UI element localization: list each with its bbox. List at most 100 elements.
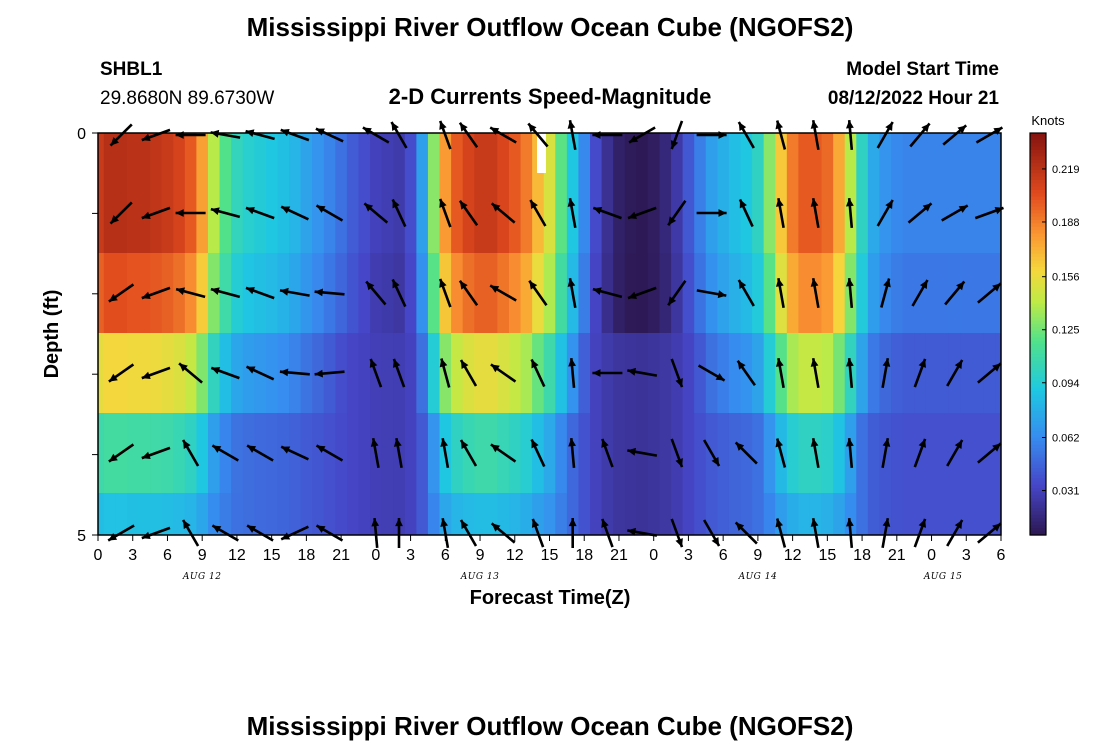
current-vector-head [992, 283, 1001, 292]
current-vector-head [992, 363, 1001, 372]
heatmap-cell [358, 173, 371, 253]
current-vector-head [846, 198, 854, 207]
heatmap-cell [358, 333, 371, 413]
colorbar-swatch [1030, 173, 1046, 178]
colorbar-swatch [1030, 390, 1046, 395]
heatmap-cell [231, 133, 244, 173]
heatmap-cell [242, 413, 255, 493]
heatmap-cell [682, 413, 695, 493]
heatmap-cell [717, 493, 730, 535]
heatmap-cell [98, 493, 105, 535]
colorbar-swatch [1030, 166, 1046, 171]
colorbar-swatch [1030, 230, 1046, 235]
colorbar-swatch [1030, 236, 1046, 241]
colorbar-swatch [1030, 300, 1046, 305]
colorbar-swatch [1030, 307, 1046, 312]
heatmap-cell [752, 493, 765, 535]
heatmap-cell [740, 133, 753, 173]
x-tick-label: 12 [784, 547, 802, 564]
current-vector-head [738, 122, 747, 131]
heatmap-cell [925, 413, 938, 493]
colorbar-swatch [1030, 287, 1046, 292]
current-vector-head [315, 128, 325, 136]
heatmap-cell [555, 413, 568, 493]
heatmap-cell [346, 413, 360, 493]
heatmap-cell [289, 133, 302, 173]
current-vector-head [179, 363, 188, 372]
current-vector-head [212, 525, 222, 533]
heatmap-cell [717, 333, 730, 413]
heatmap-cell [960, 133, 973, 173]
heatmap-cell [543, 253, 556, 333]
heatmap-cell [647, 173, 661, 253]
colorbar-swatch [1030, 169, 1046, 174]
current-vector-head [280, 287, 289, 296]
colorbar-swatch [1030, 179, 1046, 184]
heatmap-cell [578, 413, 591, 493]
colorbar-swatch [1030, 464, 1046, 469]
colorbar-swatch [1030, 444, 1046, 449]
heatmap-cell [891, 333, 904, 413]
colorbar-swatch [1030, 186, 1046, 191]
date-label: AUG 15 [923, 572, 963, 582]
colorbar-swatch [1030, 340, 1046, 345]
heatmap-cell [937, 173, 950, 253]
heatmap-cell [833, 413, 846, 493]
current-vector-head [715, 373, 725, 381]
x-tick-label: 15 [263, 547, 281, 564]
heatmap-cell [995, 253, 1001, 333]
heatmap-cell [833, 493, 846, 535]
colorbar-swatch [1030, 427, 1046, 432]
current-vector-head [675, 538, 683, 548]
colorbar-swatch [1030, 159, 1046, 164]
colorbar-swatch [1030, 163, 1046, 168]
heatmap-cell [752, 413, 765, 493]
heatmap-cell [671, 133, 684, 173]
heatmap-cell [474, 133, 487, 173]
heatmap-cell [694, 413, 707, 493]
heatmap-cell [474, 333, 487, 413]
x-tick-label: 12 [506, 547, 524, 564]
heatmap-cell [126, 173, 140, 253]
colorbar-swatch [1030, 267, 1046, 271]
heatmap-cell [624, 493, 637, 535]
current-vector-head [846, 278, 854, 287]
heatmap-cell [196, 253, 209, 333]
heatmap-cell [346, 253, 360, 333]
heatmap-cell [497, 133, 510, 173]
heatmap-cell [300, 493, 313, 535]
current-vector-head [883, 278, 891, 288]
heatmap-cell [647, 493, 661, 535]
current-vector-head [810, 198, 819, 207]
heatmap-cell [427, 253, 441, 333]
heatmap-cell [242, 173, 255, 253]
current-vector-head [567, 278, 576, 287]
heatmap-cell [786, 253, 800, 333]
colorbar-swatch [1030, 441, 1046, 446]
colorbar-swatch [1030, 216, 1046, 221]
heatmap-cell [821, 413, 834, 493]
current-vector-head [846, 438, 854, 447]
heatmap-cell [647, 133, 661, 173]
heatmap-cell [300, 133, 313, 173]
heatmap-cell [821, 493, 834, 535]
heatmap-cell [231, 173, 244, 253]
heatmap-cell [694, 133, 707, 173]
heatmap-cell [161, 173, 174, 253]
heatmap-cell [207, 133, 221, 173]
colorbar-swatch [1030, 250, 1046, 255]
heatmap-cell [821, 333, 834, 413]
current-vector-head [108, 293, 118, 302]
heatmap-cell [960, 173, 973, 253]
heatmap-cell [798, 493, 811, 535]
heatmap-cell [995, 413, 1001, 493]
heatmap-cell [451, 133, 464, 173]
heatmap-cell [508, 333, 522, 413]
colorbar-swatch [1030, 263, 1046, 268]
chart-subtitle: 2-D Currents Speed-Magnitude [389, 84, 712, 109]
heatmap-cell [624, 173, 637, 253]
heatmap-cell [381, 133, 394, 173]
current-vector-head [992, 523, 1001, 532]
current-vector-head [246, 287, 255, 295]
